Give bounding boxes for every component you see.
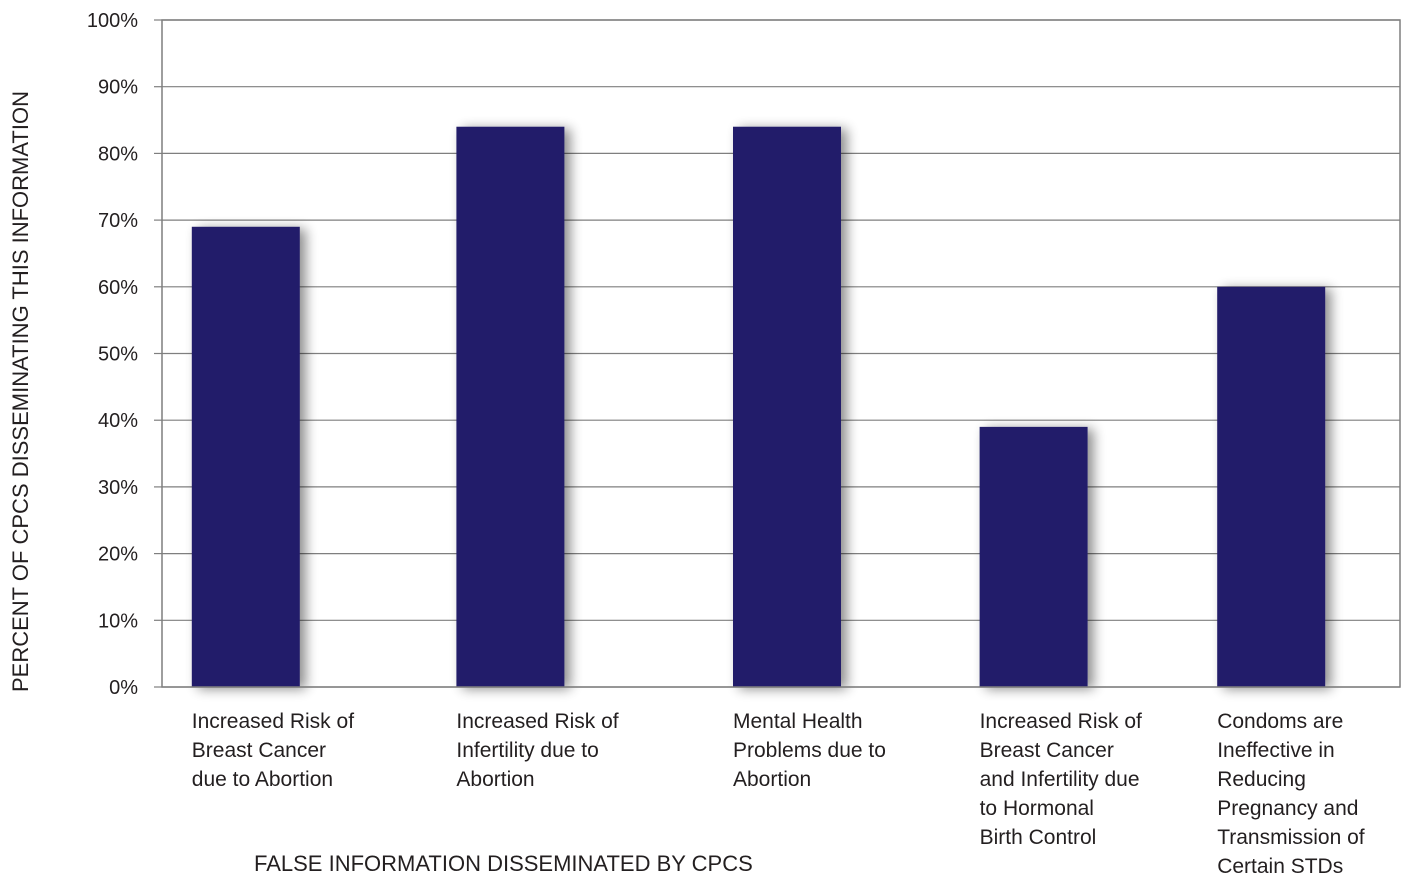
y-axis-ticks: 0% 10% 20% 30% 40% 50% 60% 70% 80% 90% 100% (87, 10, 162, 699)
y-axis-title: PERCENT OF CPCS DISSEMINATING THIS INFOR… (8, 91, 33, 692)
y-tick-label: 40% (98, 410, 138, 432)
x-category-label: Mental Health Problems due to Abortion (733, 710, 886, 791)
y-tick-label: 10% (98, 610, 138, 632)
x-category-label: Increased Risk of Breast Cancer and Infe… (979, 710, 1142, 849)
plot-frame (161, 19, 1401, 688)
y-tick-label: 70% (98, 210, 138, 232)
y-tick-label: 100% (87, 10, 138, 32)
x-category-label: Condoms are Ineffective in Reducing Preg… (1217, 710, 1365, 878)
x-category-label: Increased Risk of Breast Cancer due to A… (191, 710, 355, 791)
y-tick-label: 20% (98, 544, 138, 566)
bar (733, 126, 841, 688)
bar (456, 126, 565, 688)
y-tick-label: 30% (98, 477, 138, 499)
x-axis-title: FALSE INFORMATION DISSEMINATED BY CPCS (254, 851, 753, 876)
bar (191, 226, 300, 687)
y-tick-label: 0% (109, 677, 138, 699)
bar (1217, 286, 1326, 687)
y-tick-label: 80% (98, 143, 138, 165)
bars (191, 126, 1326, 688)
y-tick-label: 50% (98, 344, 138, 366)
bar (979, 426, 1088, 687)
y-tick-label: 60% (98, 277, 138, 299)
y-tick-label: 90% (98, 77, 138, 99)
x-category-label: Increased Risk of Infertility due to Abo… (456, 710, 619, 791)
